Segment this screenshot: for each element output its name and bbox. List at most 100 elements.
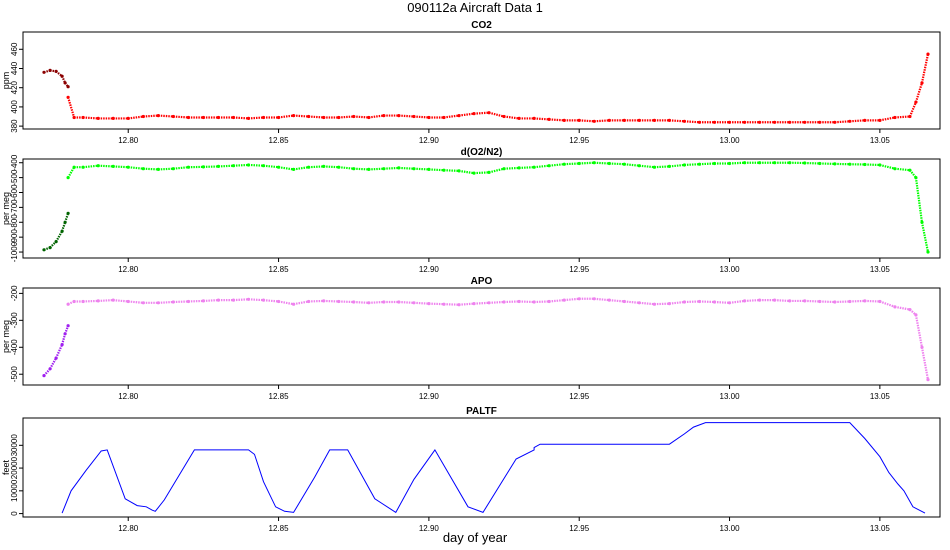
data-trace	[849, 299, 865, 303]
data-trace	[113, 165, 129, 169]
x-tick-label: 13.00	[720, 392, 741, 401]
data-trace	[519, 300, 535, 304]
data-trace	[61, 333, 67, 345]
data-trace	[293, 114, 309, 118]
data-trace	[579, 161, 595, 165]
data-trace	[323, 299, 339, 303]
data-trace	[83, 116, 99, 120]
plot-frame	[22, 417, 941, 518]
data-layer	[42, 297, 930, 382]
data-trace	[55, 70, 63, 78]
data-trace	[55, 344, 64, 359]
data-trace	[67, 166, 76, 179]
y-tick-label: -400	[10, 154, 19, 171]
data-trace	[879, 300, 896, 308]
data-trace	[594, 119, 610, 123]
x-tick-label: 12.80	[118, 136, 139, 145]
data-trace	[323, 165, 339, 169]
data-trace	[368, 167, 384, 171]
data-trace	[909, 308, 917, 316]
data-trace	[594, 297, 610, 302]
panel-title: d(O2/N2)	[461, 147, 503, 158]
data-trace	[383, 166, 399, 170]
y-tick-label: -300	[10, 312, 19, 329]
x-tick-label: 13.00	[720, 136, 741, 145]
data-trace	[218, 164, 234, 168]
data-trace	[914, 314, 924, 348]
data-trace	[473, 111, 490, 115]
x-tick-label: 13.05	[870, 392, 891, 401]
data-layer	[42, 161, 930, 254]
data-trace	[609, 162, 625, 166]
data-trace	[624, 163, 640, 167]
data-trace	[67, 300, 75, 306]
data-trace	[248, 298, 264, 302]
data-trace	[188, 299, 204, 303]
data-trace	[920, 222, 930, 253]
panel-3: APO per meg -500 -400 -300 -200 12.80 12.85 12.9…	[1, 276, 941, 401]
data-trace	[398, 114, 414, 118]
y-tick-label: 380	[10, 119, 19, 133]
data-trace	[158, 167, 174, 171]
y-axis-label: feet	[1, 459, 11, 475]
y-tick-label: -500	[10, 366, 19, 383]
data-trace	[413, 301, 429, 305]
data-trace	[263, 164, 279, 169]
data-trace	[920, 347, 930, 380]
data-trace	[443, 169, 460, 173]
data-trace	[128, 300, 144, 304]
plot-frame	[22, 287, 941, 386]
series-line	[61, 422, 926, 514]
data-trace	[909, 169, 917, 179]
y-tick-label: 420	[10, 80, 19, 94]
y-axis-label: per meg	[1, 192, 11, 225]
y-tick-label: 400	[10, 100, 19, 114]
x-tick-label: 13.05	[870, 524, 891, 533]
panel-1: CO2 ppm 380 400 420 440 460 12.80 12.85 12.90 12.9…	[1, 20, 941, 145]
x-tick-label: 12.95	[569, 265, 590, 274]
data-trace	[128, 166, 144, 170]
x-tick-label: 12.85	[269, 136, 290, 145]
x-tick-label: 12.95	[569, 136, 590, 145]
data-trace	[503, 115, 520, 120]
data-trace	[864, 299, 880, 303]
data-trace	[534, 117, 550, 121]
data-trace	[278, 166, 294, 171]
data-trace	[428, 302, 444, 306]
data-trace	[714, 300, 730, 304]
data-trace	[113, 299, 129, 303]
data-trace	[368, 300, 384, 304]
figure-title: 090112a Aircraft Data 1	[407, 0, 543, 15]
x-tick-label: 12.90	[419, 524, 440, 533]
y-tick-label: 20000	[10, 456, 19, 479]
data-trace	[278, 114, 294, 119]
data-trace	[914, 82, 924, 103]
data-trace	[624, 300, 640, 304]
y-tick-label: 440	[10, 61, 19, 75]
data-trace	[293, 166, 309, 171]
data-trace	[534, 164, 550, 169]
data-trace	[443, 303, 459, 306]
data-trace	[684, 163, 700, 167]
data-trace	[744, 299, 760, 303]
x-tick-label: 13.00	[720, 524, 741, 533]
x-tick-label: 12.95	[569, 524, 590, 533]
data-trace	[83, 299, 99, 303]
x-tick-label: 12.90	[419, 265, 440, 274]
data-trace	[55, 230, 64, 243]
data-trace	[173, 300, 189, 304]
data-trace	[353, 167, 369, 171]
data-trace	[473, 171, 490, 175]
data-trace	[83, 164, 99, 169]
data-trace	[774, 299, 790, 303]
x-tick-label: 12.85	[269, 265, 290, 274]
data-trace	[353, 115, 369, 119]
data-trace	[684, 300, 700, 304]
data-trace	[428, 168, 444, 172]
data-layer	[42, 52, 930, 124]
data-trace	[879, 163, 896, 170]
data-trace	[64, 212, 70, 223]
data-trace	[894, 305, 911, 311]
